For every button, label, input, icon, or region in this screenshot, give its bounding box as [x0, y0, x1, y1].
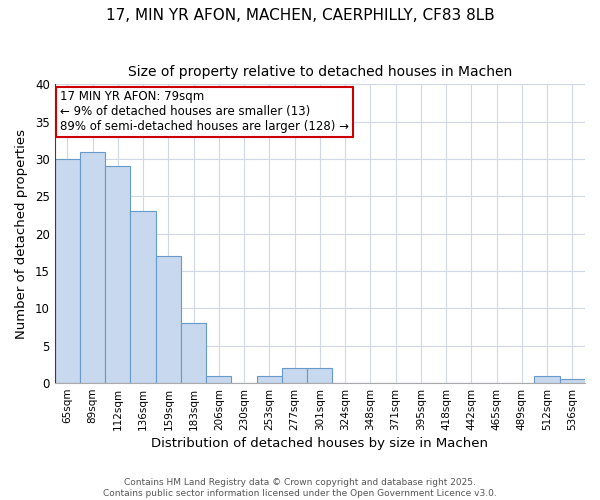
- X-axis label: Distribution of detached houses by size in Machen: Distribution of detached houses by size …: [151, 437, 488, 450]
- Bar: [535, 376, 560, 383]
- Bar: [130, 212, 155, 383]
- Bar: [307, 368, 332, 383]
- Bar: [55, 159, 80, 383]
- Bar: [257, 376, 282, 383]
- Bar: [105, 166, 130, 383]
- Text: Contains HM Land Registry data © Crown copyright and database right 2025.
Contai: Contains HM Land Registry data © Crown c…: [103, 478, 497, 498]
- Bar: [560, 380, 585, 383]
- Bar: [181, 324, 206, 383]
- Text: 17 MIN YR AFON: 79sqm
← 9% of detached houses are smaller (13)
89% of semi-detac: 17 MIN YR AFON: 79sqm ← 9% of detached h…: [60, 90, 349, 134]
- Text: 17, MIN YR AFON, MACHEN, CAERPHILLY, CF83 8LB: 17, MIN YR AFON, MACHEN, CAERPHILLY, CF8…: [106, 8, 494, 22]
- Bar: [282, 368, 307, 383]
- Bar: [80, 152, 105, 383]
- Y-axis label: Number of detached properties: Number of detached properties: [15, 128, 28, 338]
- Bar: [155, 256, 181, 383]
- Bar: [206, 376, 232, 383]
- Title: Size of property relative to detached houses in Machen: Size of property relative to detached ho…: [128, 65, 512, 79]
